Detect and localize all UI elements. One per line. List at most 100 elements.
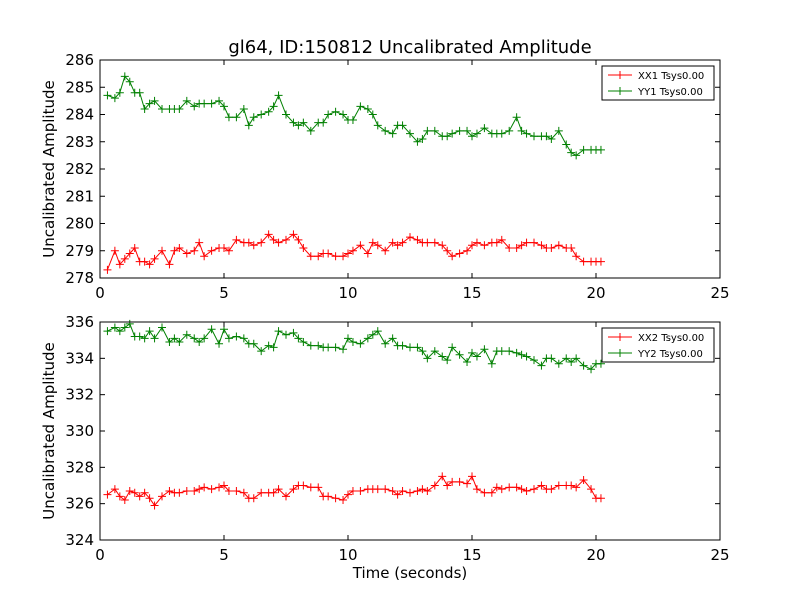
data-point <box>522 238 531 247</box>
data-point <box>406 488 414 497</box>
data-point <box>200 334 209 343</box>
data-point <box>368 110 377 119</box>
data-point <box>562 354 571 363</box>
data-point <box>220 481 228 490</box>
data-point <box>306 483 315 492</box>
data-point <box>373 241 382 250</box>
data-point <box>388 238 397 247</box>
data-point <box>381 246 390 255</box>
data-point <box>282 492 290 501</box>
data-point <box>472 129 481 138</box>
data-point <box>110 485 119 494</box>
data-point <box>269 488 278 497</box>
data-point <box>239 334 248 343</box>
data-point <box>282 330 290 339</box>
data-point <box>381 126 390 135</box>
data-point <box>135 88 144 97</box>
data-point <box>423 354 432 363</box>
y-tick-label: 284 <box>65 106 94 124</box>
data-point <box>244 121 253 130</box>
y-tick-label: 285 <box>65 78 94 96</box>
y-tick-label: 324 <box>65 531 94 549</box>
data-point <box>274 238 283 247</box>
data-point <box>455 477 464 486</box>
data-point <box>190 486 199 495</box>
data-point <box>264 341 273 350</box>
data-point <box>468 348 476 357</box>
data-point <box>463 357 472 366</box>
data-point <box>103 327 112 336</box>
data-point <box>492 238 501 247</box>
data-point <box>418 135 427 144</box>
data-point <box>368 238 377 247</box>
y-tick-label: 281 <box>65 187 94 205</box>
data-point <box>170 246 179 255</box>
data-point <box>522 129 531 138</box>
data-point <box>406 233 414 242</box>
data-point <box>175 337 184 346</box>
data-point <box>567 357 576 366</box>
data-point <box>130 488 139 497</box>
data-point <box>140 105 149 114</box>
data-point <box>232 113 241 122</box>
data-point <box>472 352 481 361</box>
data-point <box>537 481 546 490</box>
legend-marker <box>616 333 624 341</box>
data-point <box>306 126 315 135</box>
data-point <box>110 323 119 332</box>
data-point <box>522 352 531 361</box>
data-point <box>423 238 432 247</box>
data-point <box>562 140 571 149</box>
data-point <box>547 135 556 144</box>
data-point <box>306 252 315 261</box>
data-point <box>314 341 323 350</box>
data-point <box>348 486 357 495</box>
data-point <box>158 105 166 114</box>
data-point <box>480 345 489 354</box>
data-point <box>530 356 538 365</box>
data-point <box>596 145 605 154</box>
data-point <box>314 483 323 492</box>
data-point <box>430 238 439 247</box>
data-point <box>363 105 372 114</box>
data-point <box>398 341 407 350</box>
data-point <box>339 496 348 505</box>
y-tick-label: 332 <box>65 386 94 404</box>
data-point <box>264 230 273 239</box>
data-point <box>103 490 112 499</box>
data-point <box>294 334 303 343</box>
data-point <box>331 494 340 503</box>
data-point <box>567 148 576 157</box>
data-point <box>324 249 333 258</box>
data-point <box>430 481 439 490</box>
data-point <box>200 483 209 492</box>
data-point <box>182 96 191 105</box>
data-point <box>324 343 333 352</box>
data-point <box>497 129 506 138</box>
data-point <box>530 238 538 247</box>
data-point <box>150 501 159 510</box>
data-point <box>145 99 154 108</box>
data-point <box>249 113 258 122</box>
data-point <box>472 485 481 494</box>
data-point <box>158 323 166 332</box>
data-point <box>224 246 233 255</box>
series-line <box>107 475 601 507</box>
data-point <box>554 126 563 135</box>
data-point <box>135 492 144 501</box>
data-point <box>140 334 149 343</box>
data-point <box>348 246 357 255</box>
data-point <box>487 488 496 497</box>
data-point <box>438 241 447 250</box>
data-point <box>158 492 166 501</box>
data-point <box>381 339 390 348</box>
data-point <box>299 244 308 253</box>
figure-title: gl64, ID:150812 Uncalibrated Amplitude <box>228 37 591 58</box>
data-point <box>274 485 283 494</box>
data-point <box>443 132 452 141</box>
data-point <box>356 339 365 348</box>
data-point <box>319 118 328 127</box>
series-line <box>107 75 601 156</box>
data-point <box>448 343 457 352</box>
